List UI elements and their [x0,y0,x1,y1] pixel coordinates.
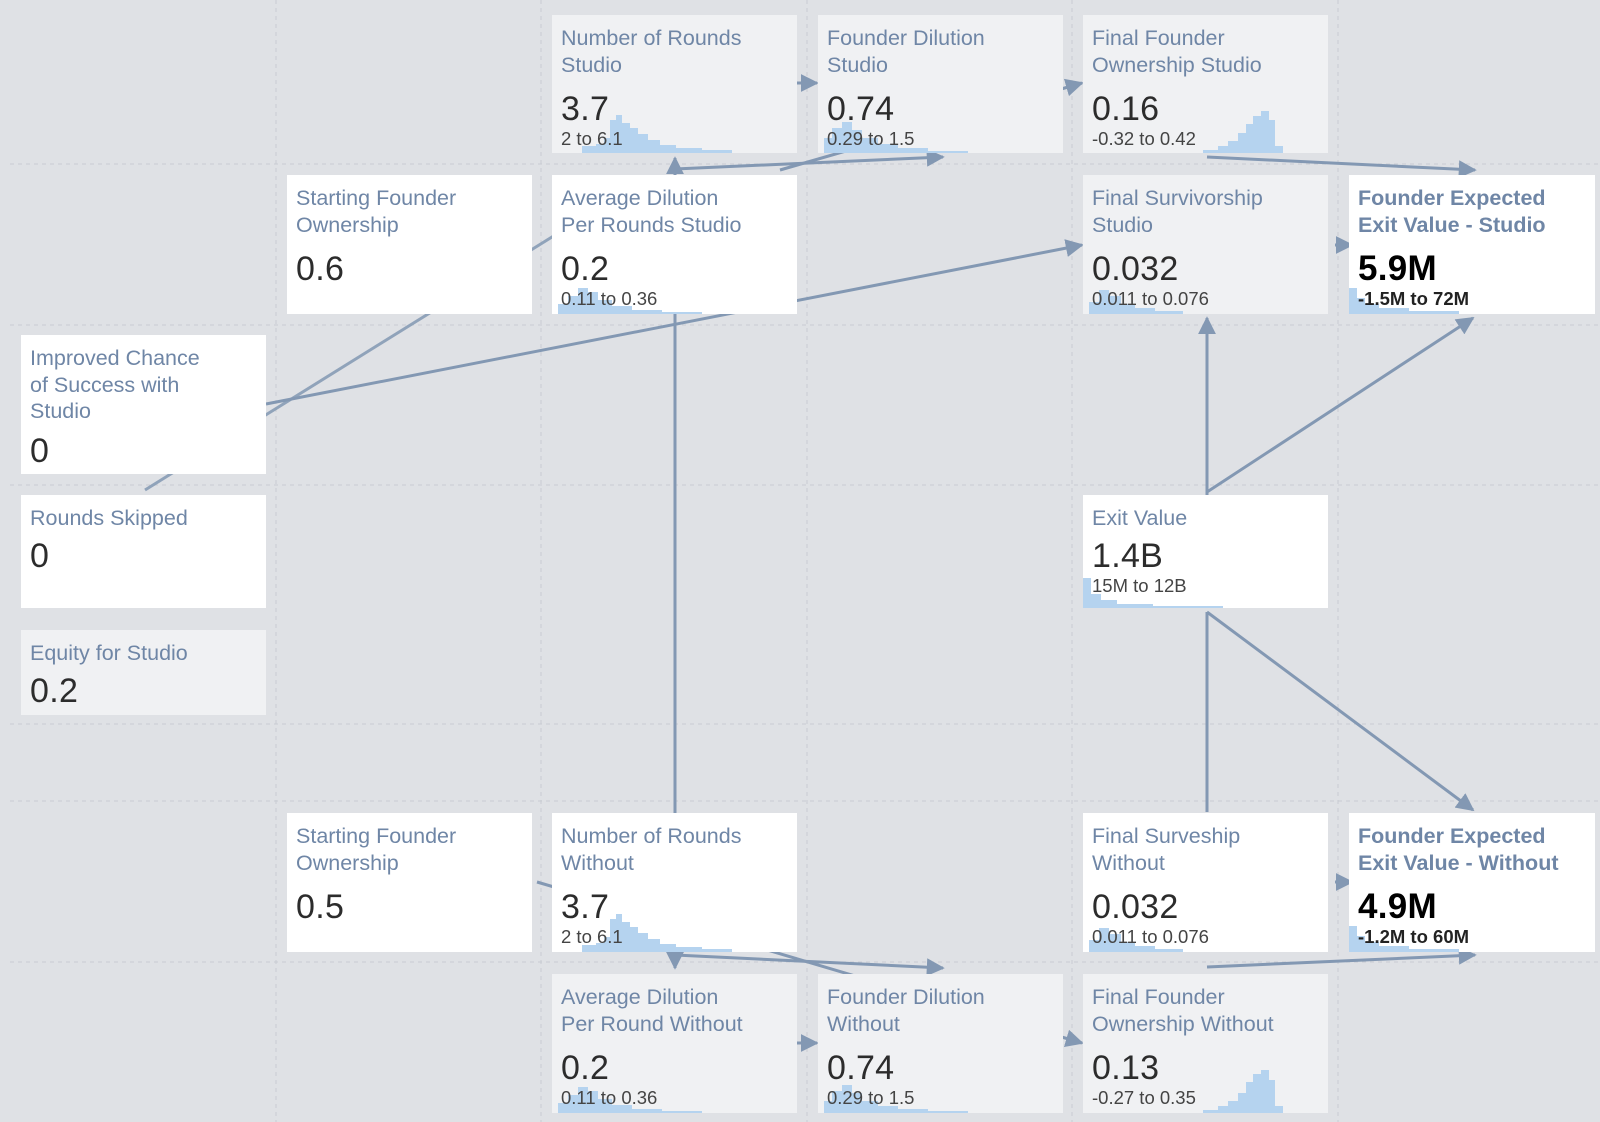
node-value: 0.5 [296,888,345,926]
node-range: 2 to 6.1 [561,128,623,149]
node-exit-value[interactable]: Exit Value 1.4B 15M to 12B [1083,495,1328,608]
distribution-histogram [824,122,968,153]
node-range: 0.11 to 0.36 [561,288,658,309]
node-title: Founder Expected Exit Value - Without [1358,824,1559,875]
node-title: Number of Rounds Without [561,824,742,875]
node-title: Founder Dilution Without [827,985,985,1036]
node-range: -1.5M to 72M [1358,288,1470,309]
node-value: 0.16 [1092,90,1160,128]
node-value: 0.74 [827,1049,895,1087]
arrow-avg-dilution-to-dilution-studio [674,148,945,171]
distribution-histogram [1083,578,1223,608]
distribution-histogram [1203,111,1283,153]
node-range: -0.27 to 0.35 [1092,1087,1196,1108]
arrow-exit-value-to-expected-exit-without [1206,610,1475,812]
distribution-histogram [1089,928,1183,952]
node-final-survivorship-studio[interactable]: Final Survivorship Studio 0.032 0.011 to… [1083,175,1328,314]
node-title: Starting Founder Ownership [296,186,457,237]
node-value: 1.4B [1092,536,1164,575]
node-value: 0.74 [827,90,895,128]
arrow-exit-value-to-expected-exit-studio [1206,316,1475,494]
distribution-histogram [558,288,702,314]
node-final-surveship-without[interactable]: Final Surveship Without 0.032 0.011 to 0… [1083,813,1328,952]
node-title: Founder Expected Exit Value - Studio [1358,186,1546,237]
node-average-dilution-per-round-without[interactable]: Average Dilution Per Round Without 0.2 0… [552,974,797,1113]
distribution-histogram [558,1087,702,1113]
node-title: Exit Value [1092,506,1188,530]
node-number-of-rounds-without[interactable]: Number of Rounds Without 3.7 2 to 6.1 [552,813,797,952]
node-value: 0.13 [1092,1049,1160,1087]
node-title: Final Surveship Without [1092,824,1241,875]
node-value: 0.2 [561,250,610,288]
node-value: 0 [30,536,50,575]
distribution-histogram [1203,1070,1283,1113]
node-title: Number of Rounds Studio [561,26,742,77]
node-title: Final Survivorship Studio [1092,186,1263,237]
node-title: Final Founder Ownership Studio [1092,26,1262,77]
node-range: 15M to 12B [1092,574,1187,596]
node-value: 4.9M [1358,887,1438,926]
distribution-histogram [1349,926,1459,952]
node-founder-dilution-without[interactable]: Founder Dilution Without 0.74 0.29 to 1.… [818,974,1063,1113]
node-final-founder-ownership-studio[interactable]: Final Founder Ownership Studio 0.16 -0.3… [1083,15,1328,153]
distribution-histogram [1089,290,1183,314]
node-final-founder-ownership-without[interactable]: Final Founder Ownership Without 0.13 -0.… [1083,974,1328,1113]
node-title: Average Dilution Per Round Without [561,985,743,1036]
node-title: Final Founder Ownership Without [1092,985,1274,1036]
node-title: Average Dilution Per Rounds Studio [561,186,742,237]
node-range: 0.011 to 0.076 [1092,288,1209,309]
node-average-dilution-per-rounds-studio[interactable]: Average Dilution Per Rounds Studio 0.2 0… [552,175,797,314]
node-title: Equity for Studio [30,641,188,665]
node-starting-founder-ownership-studio[interactable]: Starting Founder Ownership 0.6 [287,175,532,314]
node-value: 0.6 [296,250,345,288]
node-title: Improved Chance of Success with Studio [30,346,200,423]
node-title: Founder Dilution Studio [827,26,985,77]
node-value: 0.032 [1092,250,1179,288]
node-range: 0.11 to 0.36 [561,1087,658,1108]
node-founder-expected-exit-value-without[interactable]: Founder Expected Exit Value - Without 4.… [1349,813,1595,952]
node-value: 0.2 [30,671,79,710]
node-value: 0 [30,431,50,470]
node-range: 0.29 to 1.5 [827,128,915,149]
node-value: 3.7 [561,888,610,926]
node-range: -1.2M to 60M [1358,926,1470,947]
node-range: 0.29 to 1.5 [827,1087,915,1108]
distribution-histogram [1349,288,1459,314]
node-value: 5.9M [1358,249,1438,288]
node-title: Rounds Skipped [30,506,188,530]
node-title: Starting Founder Ownership [296,824,457,875]
node-value: 0.2 [561,1049,610,1087]
distribution-histogram [582,115,732,153]
node-starting-founder-ownership-without[interactable]: Starting Founder Ownership 0.5 [287,813,532,952]
distribution-histogram [824,1085,968,1113]
node-value: 3.7 [561,90,610,128]
arrow-final-ownership-to-expected-exit-without [1206,946,1477,969]
node-equity-for-studio[interactable]: Equity for Studio 0.2 [21,630,266,715]
node-rounds-skipped[interactable]: Rounds Skipped 0 [21,495,266,608]
distribution-histogram [582,914,732,952]
node-founder-expected-exit-value-studio[interactable]: Founder Expected Exit Value - Studio 5.9… [1349,175,1595,314]
node-number-of-rounds-studio[interactable]: Number of Rounds Studio 3.7 2 to 6.1 [552,15,797,153]
node-range: -0.32 to 0.42 [1092,128,1196,149]
node-improved-chance-of-success-with-studio[interactable]: Improved Chance of Success with Studio 0 [21,335,266,474]
arrow-final-ownership-to-expected-exit-studio [1206,155,1477,179]
node-range: 0.011 to 0.076 [1092,926,1209,947]
node-value: 0.032 [1092,888,1179,926]
node-founder-dilution-studio[interactable]: Founder Dilution Studio 0.74 0.29 to 1.5 [818,15,1063,153]
node-range: 2 to 6.1 [561,926,623,947]
